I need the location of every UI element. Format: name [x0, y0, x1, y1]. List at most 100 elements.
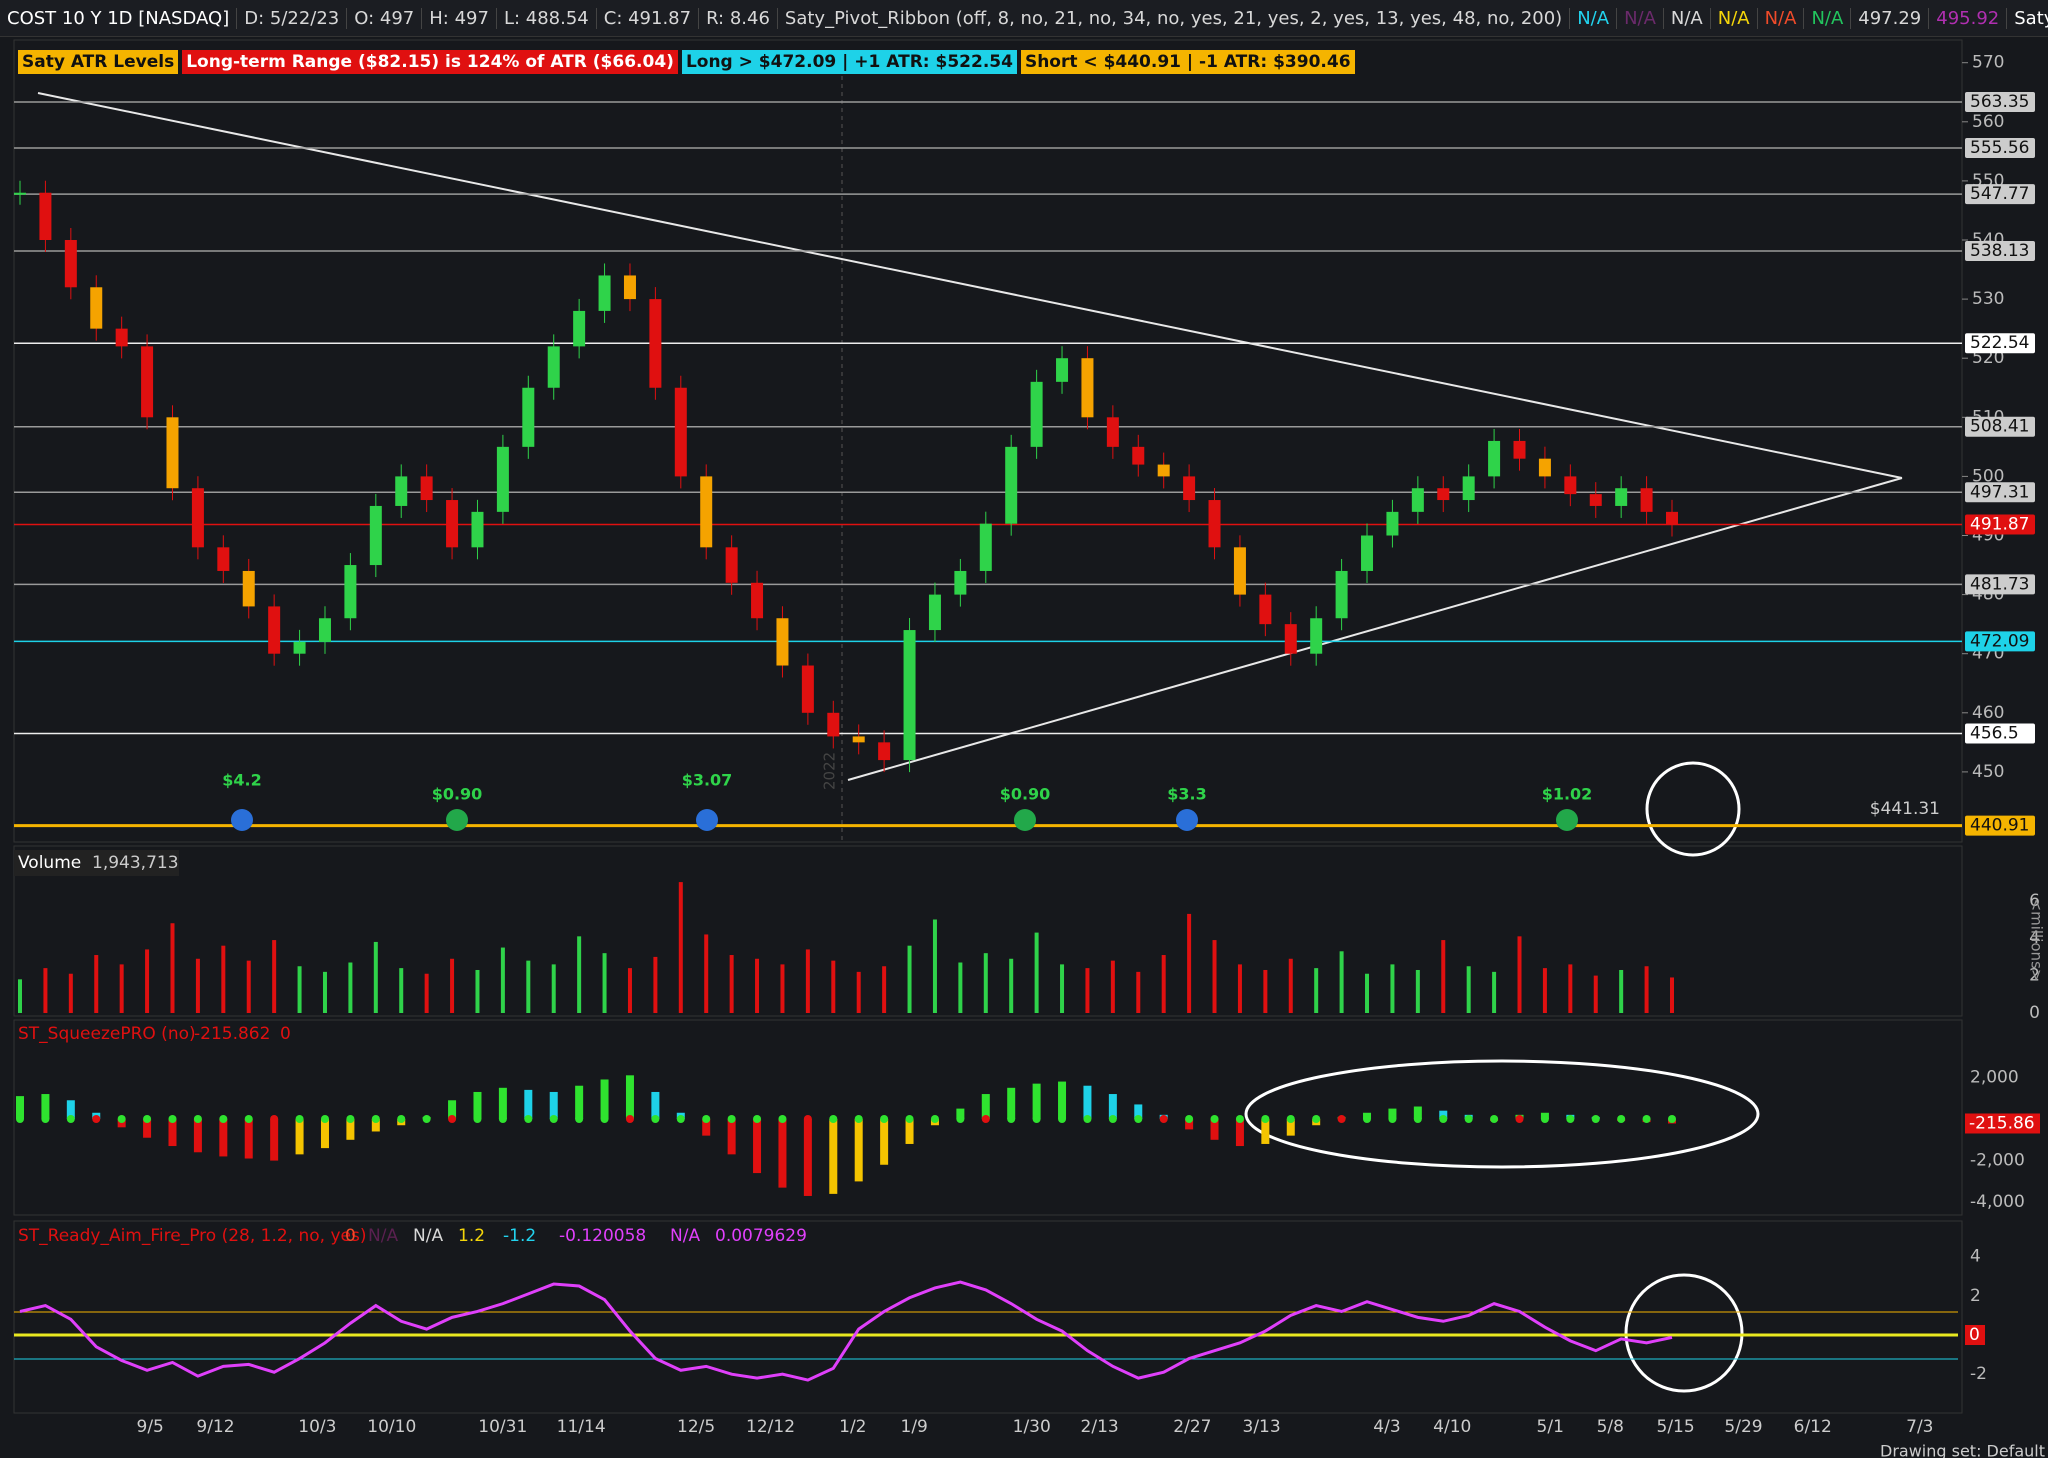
- atr-label: Long-term Range ($82.15) is 124% of ATR …: [182, 50, 678, 74]
- squeeze-dot: [753, 1115, 762, 1123]
- candle: [801, 665, 814, 713]
- volume-bar: [195, 958, 200, 1013]
- trend-line: [847, 477, 1903, 781]
- volume-bar: [1390, 964, 1395, 1013]
- y-tick-label: 470: [1972, 644, 2004, 664]
- header-item: N/A: [1804, 7, 1852, 29]
- dividend-label: $0.90: [1000, 785, 1051, 804]
- level-box: [1965, 138, 2035, 159]
- momentum-bar: [448, 1100, 457, 1119]
- y-tick-label: 550: [1972, 171, 2004, 191]
- level-box: [1965, 815, 2035, 836]
- candle: [928, 594, 941, 631]
- squeeze-dot: [1032, 1115, 1041, 1123]
- y-tick-label: 540: [1972, 230, 2004, 250]
- momentum-bar: [1464, 1114, 1473, 1119]
- momentum-bar: [295, 1119, 304, 1155]
- volume-bar: [1034, 932, 1039, 1013]
- candle: [776, 618, 789, 666]
- volume-bar: [551, 964, 556, 1013]
- momentum-bar: [956, 1108, 965, 1119]
- momentum-bar: [397, 1119, 406, 1126]
- momentum-bar: [193, 1119, 202, 1153]
- squeeze-dot: [168, 1115, 177, 1123]
- y-tick-label: 2,000: [1970, 1067, 2019, 1087]
- squeeze-dot: [930, 1115, 939, 1123]
- level-box: [1965, 482, 2035, 503]
- squeeze-dot: [702, 1115, 711, 1123]
- momentum-bar: [1235, 1119, 1244, 1147]
- squeeze-dot: [600, 1115, 609, 1123]
- volume-bar: [577, 936, 582, 1013]
- candle: [725, 547, 738, 583]
- candle: [471, 511, 484, 548]
- volume-bar: [907, 945, 912, 1013]
- y-tick-label: 6: [2029, 891, 2040, 911]
- volume-bar: [1136, 971, 1141, 1013]
- volume-bar: [1314, 968, 1319, 1013]
- momentum-bar: [905, 1119, 914, 1144]
- squeeze-dot: [549, 1115, 558, 1123]
- momentum-bar: [880, 1119, 889, 1165]
- x-tick-label: 10/31: [478, 1417, 527, 1437]
- volume-bar: [1212, 940, 1217, 1013]
- candle: [1106, 417, 1119, 447]
- momentum-bar: [625, 1075, 634, 1119]
- candle: [496, 446, 509, 512]
- volume-bar: [18, 979, 22, 1013]
- candle: [1488, 440, 1501, 477]
- candle: [318, 618, 331, 642]
- squeeze-dot: [473, 1115, 482, 1123]
- header-item: O: 497: [347, 7, 423, 29]
- level-label: 440.91: [1970, 816, 2029, 836]
- momentum-bar: [92, 1112, 101, 1119]
- volume-bar: [755, 958, 760, 1013]
- y-tick-label: 2: [1970, 1286, 1981, 1306]
- squeeze-panel: [13, 1019, 1963, 1216]
- momentum-bar: [600, 1079, 609, 1119]
- squeeze-dot: [1058, 1115, 1067, 1123]
- squeeze-dot: [1566, 1115, 1575, 1123]
- squeeze-dot: [1464, 1115, 1473, 1123]
- volume-bar: [424, 973, 429, 1013]
- volume-bar: [1492, 971, 1497, 1013]
- momentum-bar: [473, 1091, 482, 1119]
- volume-bar: [475, 969, 480, 1013]
- squeeze-dot: [803, 1115, 812, 1123]
- volume-bar: [1009, 958, 1014, 1013]
- x-tick-label: 5/8: [1597, 1417, 1624, 1437]
- y-tick-label: 530: [1972, 289, 2004, 309]
- level-box: [1965, 184, 2035, 205]
- volume-bar: [526, 960, 531, 1013]
- momentum-bar: [1159, 1114, 1168, 1119]
- momentum-bar: [1108, 1094, 1117, 1119]
- level-box: [1965, 631, 2035, 652]
- candle: [1056, 358, 1069, 382]
- volume-bar: [983, 953, 988, 1013]
- momentum-bar: [981, 1094, 990, 1119]
- event-icon: [446, 809, 468, 831]
- header-item: C: 491.87: [597, 7, 700, 29]
- squeeze-dot: [1515, 1115, 1524, 1123]
- event-icon: [1014, 809, 1036, 831]
- squeeze-dot: [371, 1115, 380, 1123]
- y-tick-label: -2: [1970, 1364, 1987, 1384]
- squeeze-dot: [778, 1115, 787, 1123]
- candle: [64, 240, 77, 288]
- momentum-bar: [1642, 1119, 1651, 1123]
- momentum-bar: [1413, 1106, 1422, 1119]
- candle: [1284, 624, 1297, 654]
- momentum-bar: [320, 1119, 329, 1149]
- volume-bar: [653, 956, 658, 1013]
- squeeze-dot: [981, 1115, 990, 1123]
- squeeze-dot: [498, 1115, 507, 1123]
- volume-bar: [1060, 964, 1065, 1013]
- squeeze-dot: [92, 1115, 101, 1123]
- volume-bar: [1593, 975, 1598, 1013]
- volume-bar: [170, 923, 175, 1013]
- last-label: -215.86: [1969, 1113, 2035, 1133]
- panel-readout: -0.120058: [559, 1226, 646, 1246]
- candle: [1513, 440, 1526, 459]
- footer-label: Drawing set: Default: [1880, 1442, 2045, 1458]
